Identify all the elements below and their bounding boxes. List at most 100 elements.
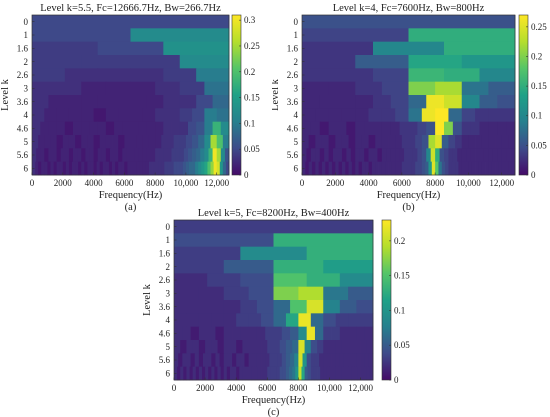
heatmap-cell <box>348 286 374 301</box>
heatmap-cell <box>204 135 211 149</box>
heatmap-cell <box>328 148 334 163</box>
heatmap-cell <box>44 135 51 149</box>
heatmap-cell <box>188 161 193 176</box>
heatmap-cell <box>355 121 365 136</box>
heatmap-cell <box>215 353 221 368</box>
heatmap-cell <box>359 148 365 163</box>
heatmap-cell <box>488 135 496 149</box>
x-tick-label: 12,000 <box>348 383 373 393</box>
heatmap-cell <box>341 340 349 354</box>
heatmap-cell <box>306 246 374 261</box>
heatmap-cell <box>329 340 337 354</box>
heatmap-cell <box>408 135 416 149</box>
heatmap-cell <box>112 161 116 176</box>
heatmap-cell <box>50 161 54 176</box>
heatmap-cell <box>87 135 94 149</box>
heatmap-cell <box>195 161 199 176</box>
heatmap-cell <box>337 121 347 136</box>
heatmap-cell <box>435 135 443 149</box>
y-tick-label: 5 <box>24 137 29 147</box>
heatmap-cell <box>408 121 418 136</box>
heatmap-cell <box>408 161 413 176</box>
heatmap-cell <box>223 340 231 354</box>
colorbar-tick-label: 0.25 <box>531 22 547 32</box>
x-tick-label: 2000 <box>54 178 73 188</box>
heatmap-cell <box>198 286 225 301</box>
heatmap-cell <box>223 353 229 368</box>
heatmap-cell <box>281 326 291 341</box>
heatmap-cell <box>207 326 216 341</box>
heatmap-cell <box>48 148 53 163</box>
heatmap-cell <box>292 366 296 381</box>
heatmap-cell <box>204 148 209 163</box>
heatmap-cell <box>161 161 165 176</box>
heatmap-cell <box>388 161 393 176</box>
heatmap-cell <box>395 148 401 163</box>
heatmap-cell <box>174 313 187 328</box>
heatmap-cell <box>408 148 414 163</box>
colorbar <box>381 219 392 381</box>
heatmap-cell <box>56 108 70 123</box>
heatmap-cell <box>130 148 135 163</box>
heatmap-cell <box>328 108 343 123</box>
heatmap-cell <box>298 326 308 341</box>
heatmap-cell <box>302 95 321 109</box>
colorbar-tick-label: 0.2 <box>244 67 255 77</box>
heatmap-cell <box>328 121 338 136</box>
heatmap-cell <box>364 148 369 163</box>
heatmap-cell <box>196 121 205 136</box>
heatmap-cell <box>64 121 74 136</box>
heatmap-cell <box>465 161 469 176</box>
heatmap-cell <box>265 353 270 368</box>
heatmap-cell <box>192 161 196 176</box>
y-tick-label: 3 <box>166 289 171 299</box>
heatmap-panel-c: Level k=5, Fc=8200Hz, Bw=400Hz 0 1 1.6 2 2.6 3… <box>142 208 410 417</box>
heatmap-cell <box>479 68 516 83</box>
heatmap-cell <box>323 366 327 381</box>
heatmap-cell <box>81 121 90 136</box>
heatmap-cell <box>298 340 305 354</box>
colorbar <box>231 14 242 176</box>
heatmap-cell <box>508 135 516 149</box>
heatmap-cell <box>223 313 237 328</box>
heatmap-cell <box>81 81 107 96</box>
heatmap-cell <box>267 366 271 381</box>
heatmap-cell <box>233 366 237 381</box>
x-axis-label: Frequency(Hz) <box>242 395 306 406</box>
heatmap-cell <box>93 135 101 149</box>
heatmap-cell <box>273 260 324 274</box>
colorbar-tick-label: 0.1 <box>531 111 542 121</box>
heatmap-cell <box>207 353 212 368</box>
heatmap-cell <box>321 161 326 176</box>
heatmap-cell <box>317 340 324 354</box>
heatmap-cell <box>348 161 353 176</box>
heatmap-cell <box>471 161 476 176</box>
heatmap-cell <box>497 121 507 136</box>
heatmap-cell <box>148 161 153 176</box>
heatmap-cell <box>219 353 225 368</box>
heatmap-cell <box>335 340 343 354</box>
colorbar <box>518 14 529 176</box>
panel-caption: (c) <box>268 407 280 417</box>
heatmap-cell <box>345 161 349 176</box>
heatmap-cell <box>408 68 445 83</box>
heatmap-cell <box>470 121 480 136</box>
x-tick-label: 0 <box>300 178 305 188</box>
y-tick-label: 4.6 <box>159 329 171 339</box>
heatmap-cell <box>35 161 39 176</box>
heatmap-cell <box>189 366 194 381</box>
heatmap-cell <box>207 161 211 176</box>
heatmap-cell <box>109 148 115 163</box>
heatmap-cell <box>64 95 82 109</box>
heatmap-cell <box>97 148 103 163</box>
plot-frame <box>31 14 230 176</box>
heatmap-cell <box>81 95 99 109</box>
colorbar-tick-label: 0 <box>394 375 399 385</box>
colorbar-tick-label: 0.15 <box>394 271 410 281</box>
colorbar-tick-label: 0 <box>531 170 536 180</box>
heatmap-cell <box>81 161 85 176</box>
heatmap-cell <box>448 108 463 123</box>
heatmap-cell <box>171 148 177 163</box>
colorbar-tick-label: 0.2 <box>394 236 405 246</box>
heatmap-cell <box>364 326 374 341</box>
